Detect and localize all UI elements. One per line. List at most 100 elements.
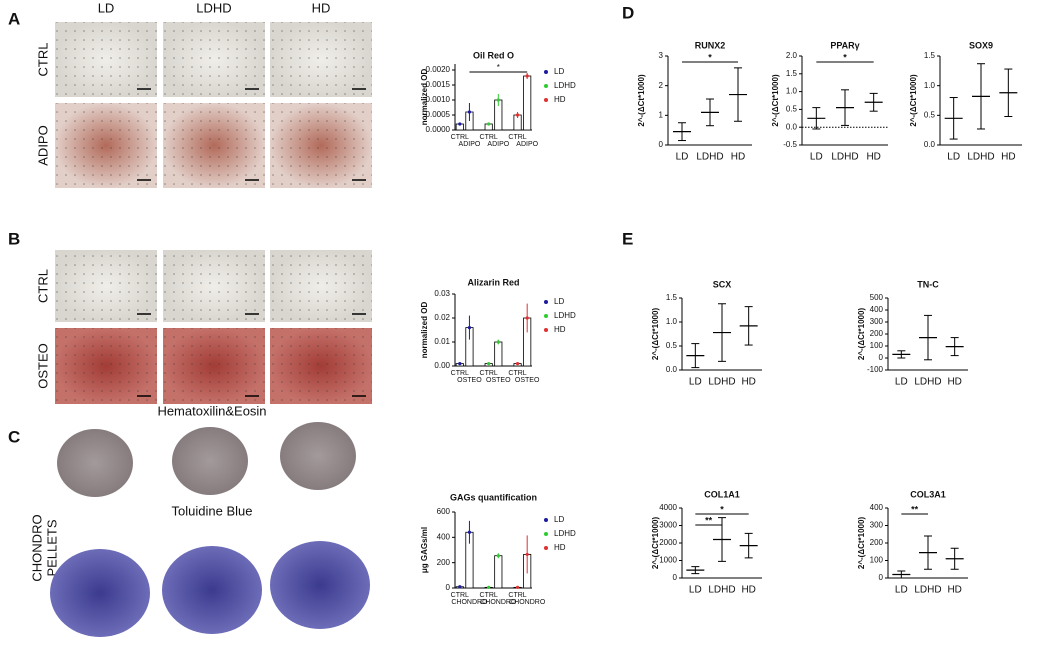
y-tick-label: 1.0 <box>666 317 678 326</box>
legend-marker <box>544 70 548 74</box>
y-tick-label: 3000 <box>659 521 677 530</box>
y-tick-label: -0.5 <box>783 140 797 149</box>
x-tick-label: CTRL <box>451 134 469 141</box>
x-tick-label: LD <box>895 377 908 388</box>
x-tick-label: CTRL <box>480 370 498 377</box>
significance-label: * <box>843 52 847 62</box>
legend-marker <box>544 532 548 536</box>
y-tick-label: 0.01 <box>434 337 450 346</box>
y-tick-label: 0 <box>659 140 664 149</box>
panel-letter: E <box>622 229 633 248</box>
y-tick-label: 0.0010 <box>426 95 451 104</box>
bar <box>494 341 503 367</box>
column-label: HD <box>312 0 331 15</box>
legend-label: LD <box>554 515 564 524</box>
x-tick-label: LD <box>947 152 960 163</box>
x-tick-label: ADIPO <box>459 141 481 148</box>
y-tick-label: 0.0 <box>786 122 798 131</box>
y-tick-label: 600 <box>437 507 451 516</box>
y-axis-label: μg GAGs/ml <box>420 527 429 573</box>
legend-label: LDHD <box>554 81 576 90</box>
x-tick-label: HD <box>947 585 961 596</box>
chart-title: PPARγ <box>830 40 859 50</box>
y-tick-label: 0.0015 <box>426 80 451 89</box>
panel-letter: D <box>622 3 634 22</box>
x-tick-label: LD <box>689 585 702 596</box>
x-tick-label: HD <box>741 377 755 388</box>
significance-label: * <box>720 504 724 514</box>
pellet-he <box>172 427 248 495</box>
x-tick-label: CTRL <box>508 592 526 599</box>
bar-point <box>515 362 520 366</box>
stain-label: Toluidine Blue <box>172 503 253 518</box>
x-tick-label: LD <box>895 585 908 596</box>
legend-marker <box>544 328 548 332</box>
y-tick-label: 300 <box>870 317 884 326</box>
bar <box>494 555 503 589</box>
x-tick-label: CTRL <box>480 592 498 599</box>
y-tick-label: 0.5 <box>924 110 936 119</box>
y-tick-label: 100 <box>870 556 884 565</box>
legend-marker <box>544 518 548 522</box>
pellet-tb <box>50 549 150 637</box>
x-tick-label: CHONDRO <box>509 599 546 606</box>
y-tick-label: -100 <box>867 365 884 374</box>
micrograph-texture <box>163 103 265 188</box>
y-tick-label: 100 <box>870 341 884 350</box>
micrograph-texture <box>270 22 372 97</box>
y-tick-label: 0.0 <box>924 140 936 149</box>
micrograph-texture <box>270 103 372 188</box>
significance-label: ** <box>911 504 919 514</box>
x-tick-label: HD <box>866 152 880 163</box>
y-tick-label: 0.0005 <box>426 110 451 119</box>
panel-letter: B <box>8 229 20 248</box>
x-tick-label: LD <box>810 152 823 163</box>
significance-label: * <box>497 63 500 72</box>
x-tick-label: HD <box>947 377 961 388</box>
y-tick-label: 400 <box>870 305 884 314</box>
bar-point <box>458 585 462 589</box>
y-tick-label: 0.00 <box>434 361 450 370</box>
x-tick-label: CTRL <box>508 134 526 141</box>
micrograph-texture <box>55 250 157 322</box>
stain-label: Hematoxilin&Eosin <box>157 403 266 418</box>
micrograph-texture <box>163 328 265 404</box>
bar-point <box>467 326 472 330</box>
chart-title: SOX9 <box>969 40 993 50</box>
y-tick-label: 1.5 <box>786 69 798 78</box>
x-tick-label: LDHD <box>696 152 723 163</box>
x-tick-label: LD <box>689 377 702 388</box>
y-tick-label: 0 <box>879 573 884 582</box>
x-tick-label: ADIPO <box>487 141 509 148</box>
chart-title: TN-C <box>917 279 939 289</box>
legend-label: HD <box>554 95 566 104</box>
y-axis-label: normalized OD <box>420 69 429 126</box>
y-tick-label: 1000 <box>659 556 677 565</box>
chart-title: GAGs quantification <box>450 492 537 502</box>
legend-label: HD <box>554 325 566 334</box>
x-tick-label: LDHD <box>708 585 735 596</box>
bar-point <box>467 110 472 114</box>
y-tick-label: 200 <box>437 558 451 567</box>
legend-label: LD <box>554 297 564 306</box>
pellet-he <box>280 422 356 490</box>
y-tick-label: 0 <box>879 353 884 362</box>
micrograph-texture <box>55 328 157 404</box>
x-tick-label: HD <box>731 152 745 163</box>
legend-label: LD <box>554 67 564 76</box>
legend-marker <box>544 98 548 102</box>
y-tick-label: 3 <box>659 51 664 60</box>
micrograph-texture <box>55 22 157 97</box>
y-tick-label: 2000 <box>659 538 677 547</box>
bar-point <box>525 74 529 78</box>
y-tick-label: 1.5 <box>924 51 936 60</box>
y-axis-label: 2^-(ΔCt*1000) <box>651 308 660 361</box>
micrograph-texture <box>270 328 372 404</box>
row-label: PELLETS <box>44 519 59 576</box>
bar-point <box>458 122 462 126</box>
significance-label: ** <box>705 515 713 525</box>
pellet-tb <box>270 541 370 629</box>
row-label: ADIPO <box>35 125 50 165</box>
y-tick-label: 0.5 <box>666 341 678 350</box>
